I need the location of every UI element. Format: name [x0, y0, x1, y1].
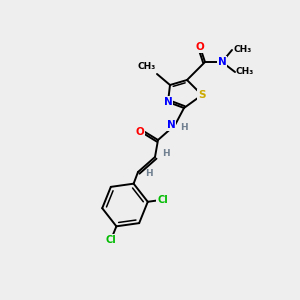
Text: Cl: Cl: [105, 235, 116, 245]
Text: O: O: [136, 127, 144, 137]
Text: O: O: [196, 42, 204, 52]
Text: N: N: [167, 120, 176, 130]
Text: N: N: [164, 97, 172, 107]
Text: N: N: [218, 57, 226, 67]
Text: CH₃: CH₃: [233, 46, 251, 55]
Text: Cl: Cl: [157, 195, 168, 205]
Text: CH₃: CH₃: [236, 68, 254, 76]
Text: CH₃: CH₃: [138, 62, 156, 71]
Text: S: S: [198, 90, 206, 100]
Text: H: H: [162, 149, 169, 158]
Text: H: H: [145, 169, 153, 178]
Text: H: H: [180, 122, 188, 131]
